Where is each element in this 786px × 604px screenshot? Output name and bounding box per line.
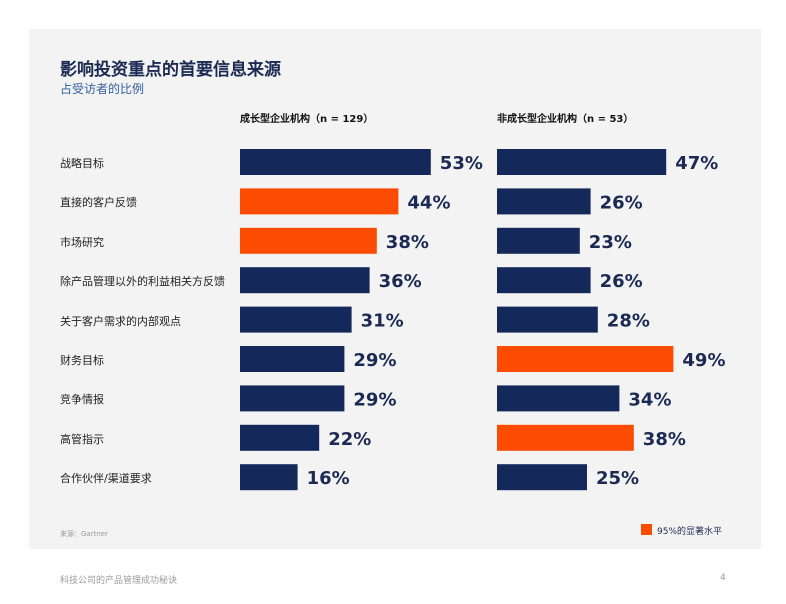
bar-growth-4 (240, 306, 352, 333)
bar-non-growth-3 (497, 267, 591, 294)
data-label-growth-2: 38% (386, 232, 429, 253)
bar-growth-8 (240, 464, 298, 491)
data-label-non-growth-1: 26% (600, 192, 643, 213)
data-label-growth-6: 29% (353, 389, 396, 410)
data-label-non-growth-8: 25% (596, 468, 639, 489)
data-label-non-growth-5: 49% (682, 350, 725, 371)
data-label-growth-8: 16% (307, 468, 350, 489)
series-header-non-growth: 非成长型企业机构（n = 53） (497, 114, 634, 125)
legend-label: 95%的显著水平 (657, 527, 723, 537)
category-label: 合作伙伴/渠道要求 (60, 472, 152, 485)
page-number: 4 (720, 573, 726, 583)
data-label-non-growth-6: 34% (628, 389, 671, 410)
data-label-non-growth-2: 23% (589, 232, 632, 253)
category-label: 直接的客户反馈 (60, 196, 137, 209)
data-label-growth-3: 36% (379, 271, 422, 292)
category-label: 高管指示 (60, 433, 104, 446)
data-label-growth-0: 53% (440, 153, 483, 174)
chart-panel (29, 29, 761, 549)
category-label: 关于客户需求的内部观点 (60, 315, 181, 328)
bar-non-growth-0 (497, 149, 667, 175)
category-label: 战略目标 (60, 157, 104, 170)
bar-non-growth-6 (497, 385, 620, 412)
data-label-non-growth-0: 47% (675, 153, 718, 174)
bar-non-growth-2 (497, 227, 580, 254)
data-label-non-growth-3: 26% (600, 271, 643, 292)
category-label: 市场研究 (60, 236, 104, 249)
data-label-growth-4: 31% (361, 311, 404, 332)
bar-non-growth-8 (497, 464, 587, 491)
category-label: 财务目标 (60, 354, 104, 367)
data-label-non-growth-7: 38% (643, 429, 686, 450)
data-label-growth-1: 44% (407, 192, 450, 213)
bar-non-growth-7 (497, 424, 634, 451)
category-label: 除产品管理以外的利益相关方反馈 (60, 275, 225, 288)
bar-growth-1 (240, 188, 399, 215)
data-label-growth-7: 22% (328, 429, 371, 450)
bar-growth-0 (240, 149, 431, 175)
data-label-growth-5: 29% (353, 350, 396, 371)
bar-non-growth-5 (497, 346, 674, 372)
chart-title: 影响投资重点的首要信息来源 (60, 60, 281, 80)
bar-growth-5 (240, 346, 345, 372)
data-label-non-growth-4: 28% (607, 311, 650, 332)
bar-growth-3 (240, 267, 370, 294)
bar-growth-7 (240, 424, 320, 451)
footer-title: 科技公司的产品管理成功秘诀 (60, 576, 178, 586)
bar-growth-6 (240, 385, 345, 412)
source-note: 来源：Gartner (60, 530, 108, 538)
bar-non-growth-1 (497, 188, 591, 215)
category-label: 竞争情报 (60, 393, 104, 406)
bar-non-growth-4 (497, 306, 598, 333)
series-header-growth: 成长型企业机构（n = 129） (240, 114, 374, 125)
bar-growth-2 (240, 227, 377, 254)
chart-subtitle: 占受访者的比例 (60, 82, 145, 96)
legend-swatch (641, 524, 652, 535)
